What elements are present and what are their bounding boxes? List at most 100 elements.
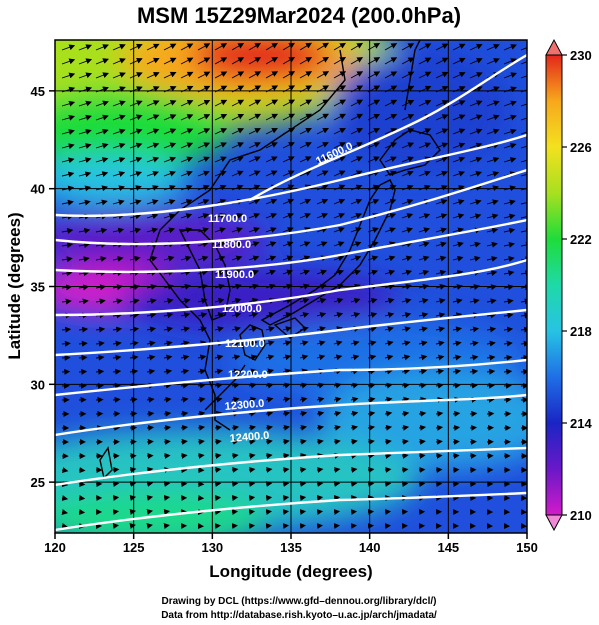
wind-arrow: [146, 199, 159, 205]
wind-arrow: [163, 255, 175, 262]
wind-arrow: [163, 128, 177, 135]
wind-arrow: [214, 114, 228, 121]
wind-arrow: [350, 410, 359, 417]
wind-arrow: [61, 157, 75, 164]
wind-arrow: [146, 466, 154, 473]
wind-arrow: [180, 396, 189, 403]
wind-arrow: [435, 438, 443, 445]
wind-arrow: [469, 43, 483, 51]
wind-arrow: [299, 396, 308, 403]
wind-arrow: [316, 85, 330, 93]
wind-arrow: [197, 410, 206, 417]
wind-arrow: [486, 128, 500, 135]
wind-arrow: [112, 326, 123, 333]
wind-arrow: [401, 213, 414, 219]
wind-arrow: [197, 255, 209, 262]
wind-arrow: [129, 495, 137, 501]
wind-arrow: [163, 114, 177, 121]
wind-arrow: [265, 42, 279, 51]
wind-arrow: [265, 494, 273, 501]
wind-arrow: [265, 326, 275, 332]
wind-arrow: [401, 438, 409, 445]
wind-arrow: [61, 467, 69, 474]
wind-arrow: [265, 424, 274, 431]
wind-arrow: [486, 100, 500, 107]
wind-arrow: [231, 170, 244, 177]
wind-arrow: [282, 312, 293, 318]
wind-arrow: [401, 466, 409, 473]
contour-label: 11800.0: [212, 239, 251, 251]
wind-arrow: [248, 198, 261, 205]
wind-arrow: [299, 213, 311, 219]
wind-arrow: [248, 494, 256, 501]
contour-line: [55, 218, 527, 274]
wind-arrow: [282, 368, 292, 375]
wind-arrow: [435, 100, 449, 107]
wind-arrow: [146, 340, 156, 347]
wind-arrow: [78, 298, 89, 305]
wind-arrow: [61, 354, 71, 361]
wind-arrow: [333, 57, 347, 65]
wind-arrow: [78, 58, 93, 65]
wind-arrow: [401, 368, 411, 375]
wind-arrow: [299, 312, 310, 318]
wind-arrow: [469, 340, 479, 347]
wind-arrow: [248, 184, 261, 191]
wind-arrow: [469, 86, 483, 93]
wind-arrow: [282, 85, 296, 93]
wind-arrow: [197, 199, 210, 205]
wind-arrow: [265, 396, 274, 403]
wind-arrow: [401, 298, 412, 304]
wind-arrow: [469, 171, 483, 177]
wind-arrow: [78, 284, 90, 291]
wind-arrow: [197, 170, 210, 177]
wind-arrow: [78, 256, 90, 263]
wind-arrow: [129, 156, 143, 163]
wind-arrow: [282, 156, 295, 163]
wind-arrow: [384, 128, 398, 135]
wind-arrow: [299, 128, 312, 135]
colorbar-max-triangle: [545, 38, 563, 56]
wind-arrow: [350, 340, 360, 347]
wind-arrow: [384, 255, 396, 262]
wind-arrow: [265, 142, 278, 149]
wind-arrow: [384, 480, 392, 487]
wind-arrow: [129, 326, 140, 333]
wind-arrow: [350, 156, 363, 163]
wind-arrow: [180, 298, 191, 304]
colorbar-tick-label: 210: [570, 508, 592, 523]
wind-arrow: [214, 184, 227, 191]
credit-data: Data from http://database.rish.kyoto–u.a…: [161, 610, 437, 621]
wind-arrow: [350, 128, 364, 135]
wind-arrow: [197, 114, 211, 121]
wind-arrow: [129, 466, 137, 473]
x-tick-label: 135: [280, 540, 302, 555]
wind-arrow: [61, 199, 74, 206]
wind-arrow: [503, 114, 517, 121]
wind-arrow: [231, 241, 243, 248]
wind-arrow: [503, 256, 515, 262]
wind-arrow: [248, 113, 262, 121]
wind-arrow: [282, 424, 291, 431]
wind-arrow: [146, 255, 158, 262]
wind-arrow: [486, 58, 500, 65]
wind-arrow: [112, 480, 120, 487]
wind-arrow: [384, 312, 395, 318]
wind-arrow: [384, 410, 393, 417]
wind-arrow: [367, 227, 379, 233]
wind-arrow: [282, 438, 290, 445]
wind-arrow: [350, 480, 358, 487]
wind-arrow: [197, 354, 207, 361]
wind-arrow: [231, 396, 240, 403]
wind-arrow: [503, 354, 513, 361]
wind-arrow: [78, 227, 91, 234]
wind-arrow: [61, 284, 73, 291]
wind-arrow: [350, 241, 362, 248]
wind-arrow: [146, 480, 154, 487]
wind-arrow: [316, 142, 329, 149]
wind-arrow: [231, 509, 239, 515]
wind-arrow: [333, 297, 344, 304]
wind-arrow: [452, 213, 465, 220]
wind-arrow: [197, 241, 209, 248]
wind-arrow: [299, 494, 307, 501]
